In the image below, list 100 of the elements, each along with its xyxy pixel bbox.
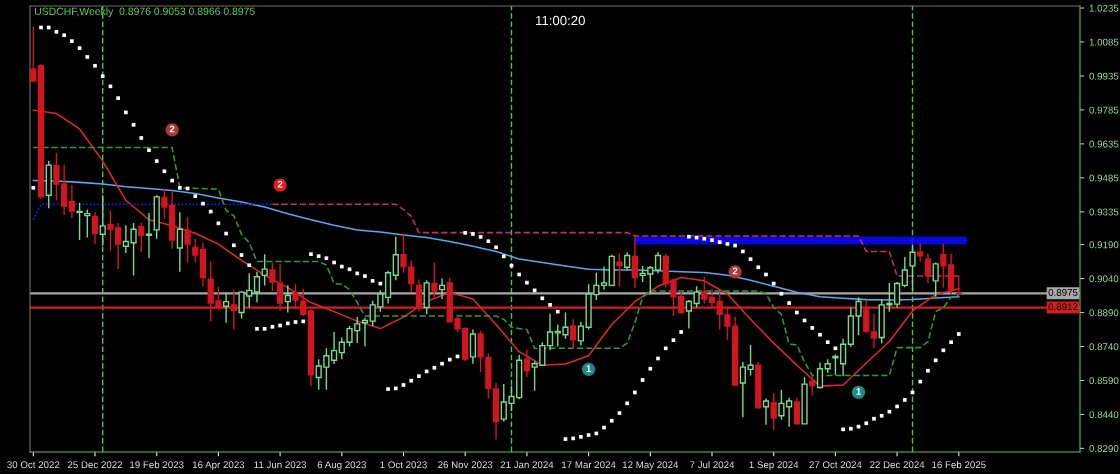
candlestick	[153, 194, 160, 240]
candlestick	[955, 274, 962, 297]
x-tick-label: 12 May 2024	[622, 461, 679, 471]
y-tick-label: 0.8590	[1089, 377, 1119, 385]
ref-line-label: 0.8975	[1048, 289, 1078, 296]
x-tick-label: 19 Feb 2023	[130, 461, 184, 469]
candlestick	[192, 238, 199, 263]
annotation: 2	[169, 125, 175, 133]
candlestick	[253, 271, 261, 304]
candlestick	[523, 348, 531, 378]
candlestick	[917, 242, 924, 263]
candlestick	[654, 251, 662, 275]
candlestick	[600, 265, 608, 291]
candlestick	[330, 331, 338, 365]
candlestick	[924, 252, 932, 284]
candlestick	[870, 312, 878, 350]
candlestick	[408, 259, 415, 293]
y-tick-label: 0.9635	[1089, 140, 1119, 148]
y-tick-label: 0.9190	[1089, 241, 1119, 249]
candlestick	[816, 361, 824, 390]
x-tick-label: 27 Oct 2024	[809, 461, 862, 469]
x-tick-label: 26 Nov 2023	[438, 461, 493, 469]
candlestick	[631, 236, 638, 289]
line-series	[32, 146, 960, 377]
annotation: 1	[586, 365, 592, 372]
x-tick-label: 16 Feb 2025	[932, 461, 986, 469]
candlestick	[361, 317, 369, 348]
candlestick	[469, 328, 477, 365]
line-series	[32, 179, 960, 301]
candlestick	[940, 242, 947, 289]
candlestick	[546, 312, 554, 351]
candlestick	[384, 269, 392, 305]
annotation: 2	[732, 267, 738, 275]
x-tick-label: 17 Mar 2024	[562, 461, 616, 469]
candlestick	[30, 26, 37, 82]
candlestick	[423, 279, 430, 316]
candlestick	[37, 63, 45, 200]
candlestick	[608, 254, 615, 287]
candlestick	[801, 376, 808, 425]
candlestick	[45, 160, 52, 209]
candlestick	[492, 382, 500, 441]
x-tick-label: 21 Jan 2024	[500, 461, 554, 469]
candlestick	[616, 252, 623, 287]
y-tick-label: 0.9785	[1089, 106, 1119, 114]
candlestick	[176, 211, 183, 273]
x-tick-label: 1 Sep 2024	[749, 461, 799, 471]
candlestick	[84, 208, 91, 239]
y-tick-label: 0.8740	[1089, 343, 1119, 351]
x-tick-label: 1 Oct 2023	[380, 461, 427, 469]
candlestick	[947, 252, 955, 296]
candlestick	[99, 194, 106, 247]
candlestick	[184, 216, 191, 264]
x-tick-label: 7 Jul 2024	[690, 461, 735, 469]
y-tick-label: 0.8890	[1089, 309, 1119, 317]
candlestick	[145, 212, 153, 259]
x-tick-label: 11 Jun 2023	[254, 461, 307, 469]
chart-title: USDCHF,Weekly 0.8976 0.9053 0.8966 0.8975	[35, 7, 255, 18]
candlestick	[76, 202, 83, 241]
x-tick-label: 30 Oct 2022	[7, 461, 60, 469]
y-tick-label: 0.9485	[1089, 174, 1119, 182]
candlestick	[91, 211, 99, 245]
candlestick	[570, 318, 577, 350]
y-tick-label: 0.9935	[1089, 72, 1119, 80]
line-series	[32, 109, 960, 387]
y-tick-label: 0.8290	[1089, 445, 1119, 452]
candlestick	[932, 261, 939, 298]
candlestick	[701, 276, 708, 305]
candlestick	[138, 221, 145, 254]
candlestick	[624, 251, 631, 271]
candlestick	[392, 236, 399, 281]
candlestick	[284, 284, 291, 314]
y-tick-label: 0.9040	[1089, 275, 1119, 283]
annotation: 2	[277, 180, 283, 188]
candlestick	[909, 243, 916, 292]
x-tick-label: 6 Aug 2023	[317, 461, 366, 471]
candlestick	[400, 232, 407, 274]
line-series	[271, 203, 960, 277]
x-tick-label: 25 Dec 2022	[67, 461, 123, 469]
candlestick	[793, 396, 800, 426]
y-tick-label: 1.0085	[1089, 38, 1119, 46]
y-tick-label: 0.9335	[1089, 208, 1119, 216]
annotation: 1	[856, 388, 861, 395]
candlestick	[809, 374, 816, 396]
candlestick	[68, 184, 75, 219]
x-tick-label: 22 Dec 2024	[870, 461, 925, 469]
annotation: 11:00:20	[536, 15, 585, 26]
x-tick-label: 16 Apr 2023	[192, 461, 245, 471]
candlestick	[438, 277, 446, 300]
candlestick	[901, 256, 908, 288]
candlestick	[824, 358, 831, 374]
candlestick	[222, 292, 230, 324]
candlestick	[261, 253, 268, 287]
candlestick	[199, 242, 207, 287]
y-tick-label: 1.0235	[1089, 4, 1119, 12]
candlestick	[770, 392, 777, 431]
candlestick	[755, 361, 762, 410]
candlestick	[762, 397, 770, 426]
ref-line-label: 0.8912	[1048, 303, 1078, 311]
y-tick-label: 0.8440	[1089, 411, 1119, 419]
candlestick	[431, 261, 438, 299]
